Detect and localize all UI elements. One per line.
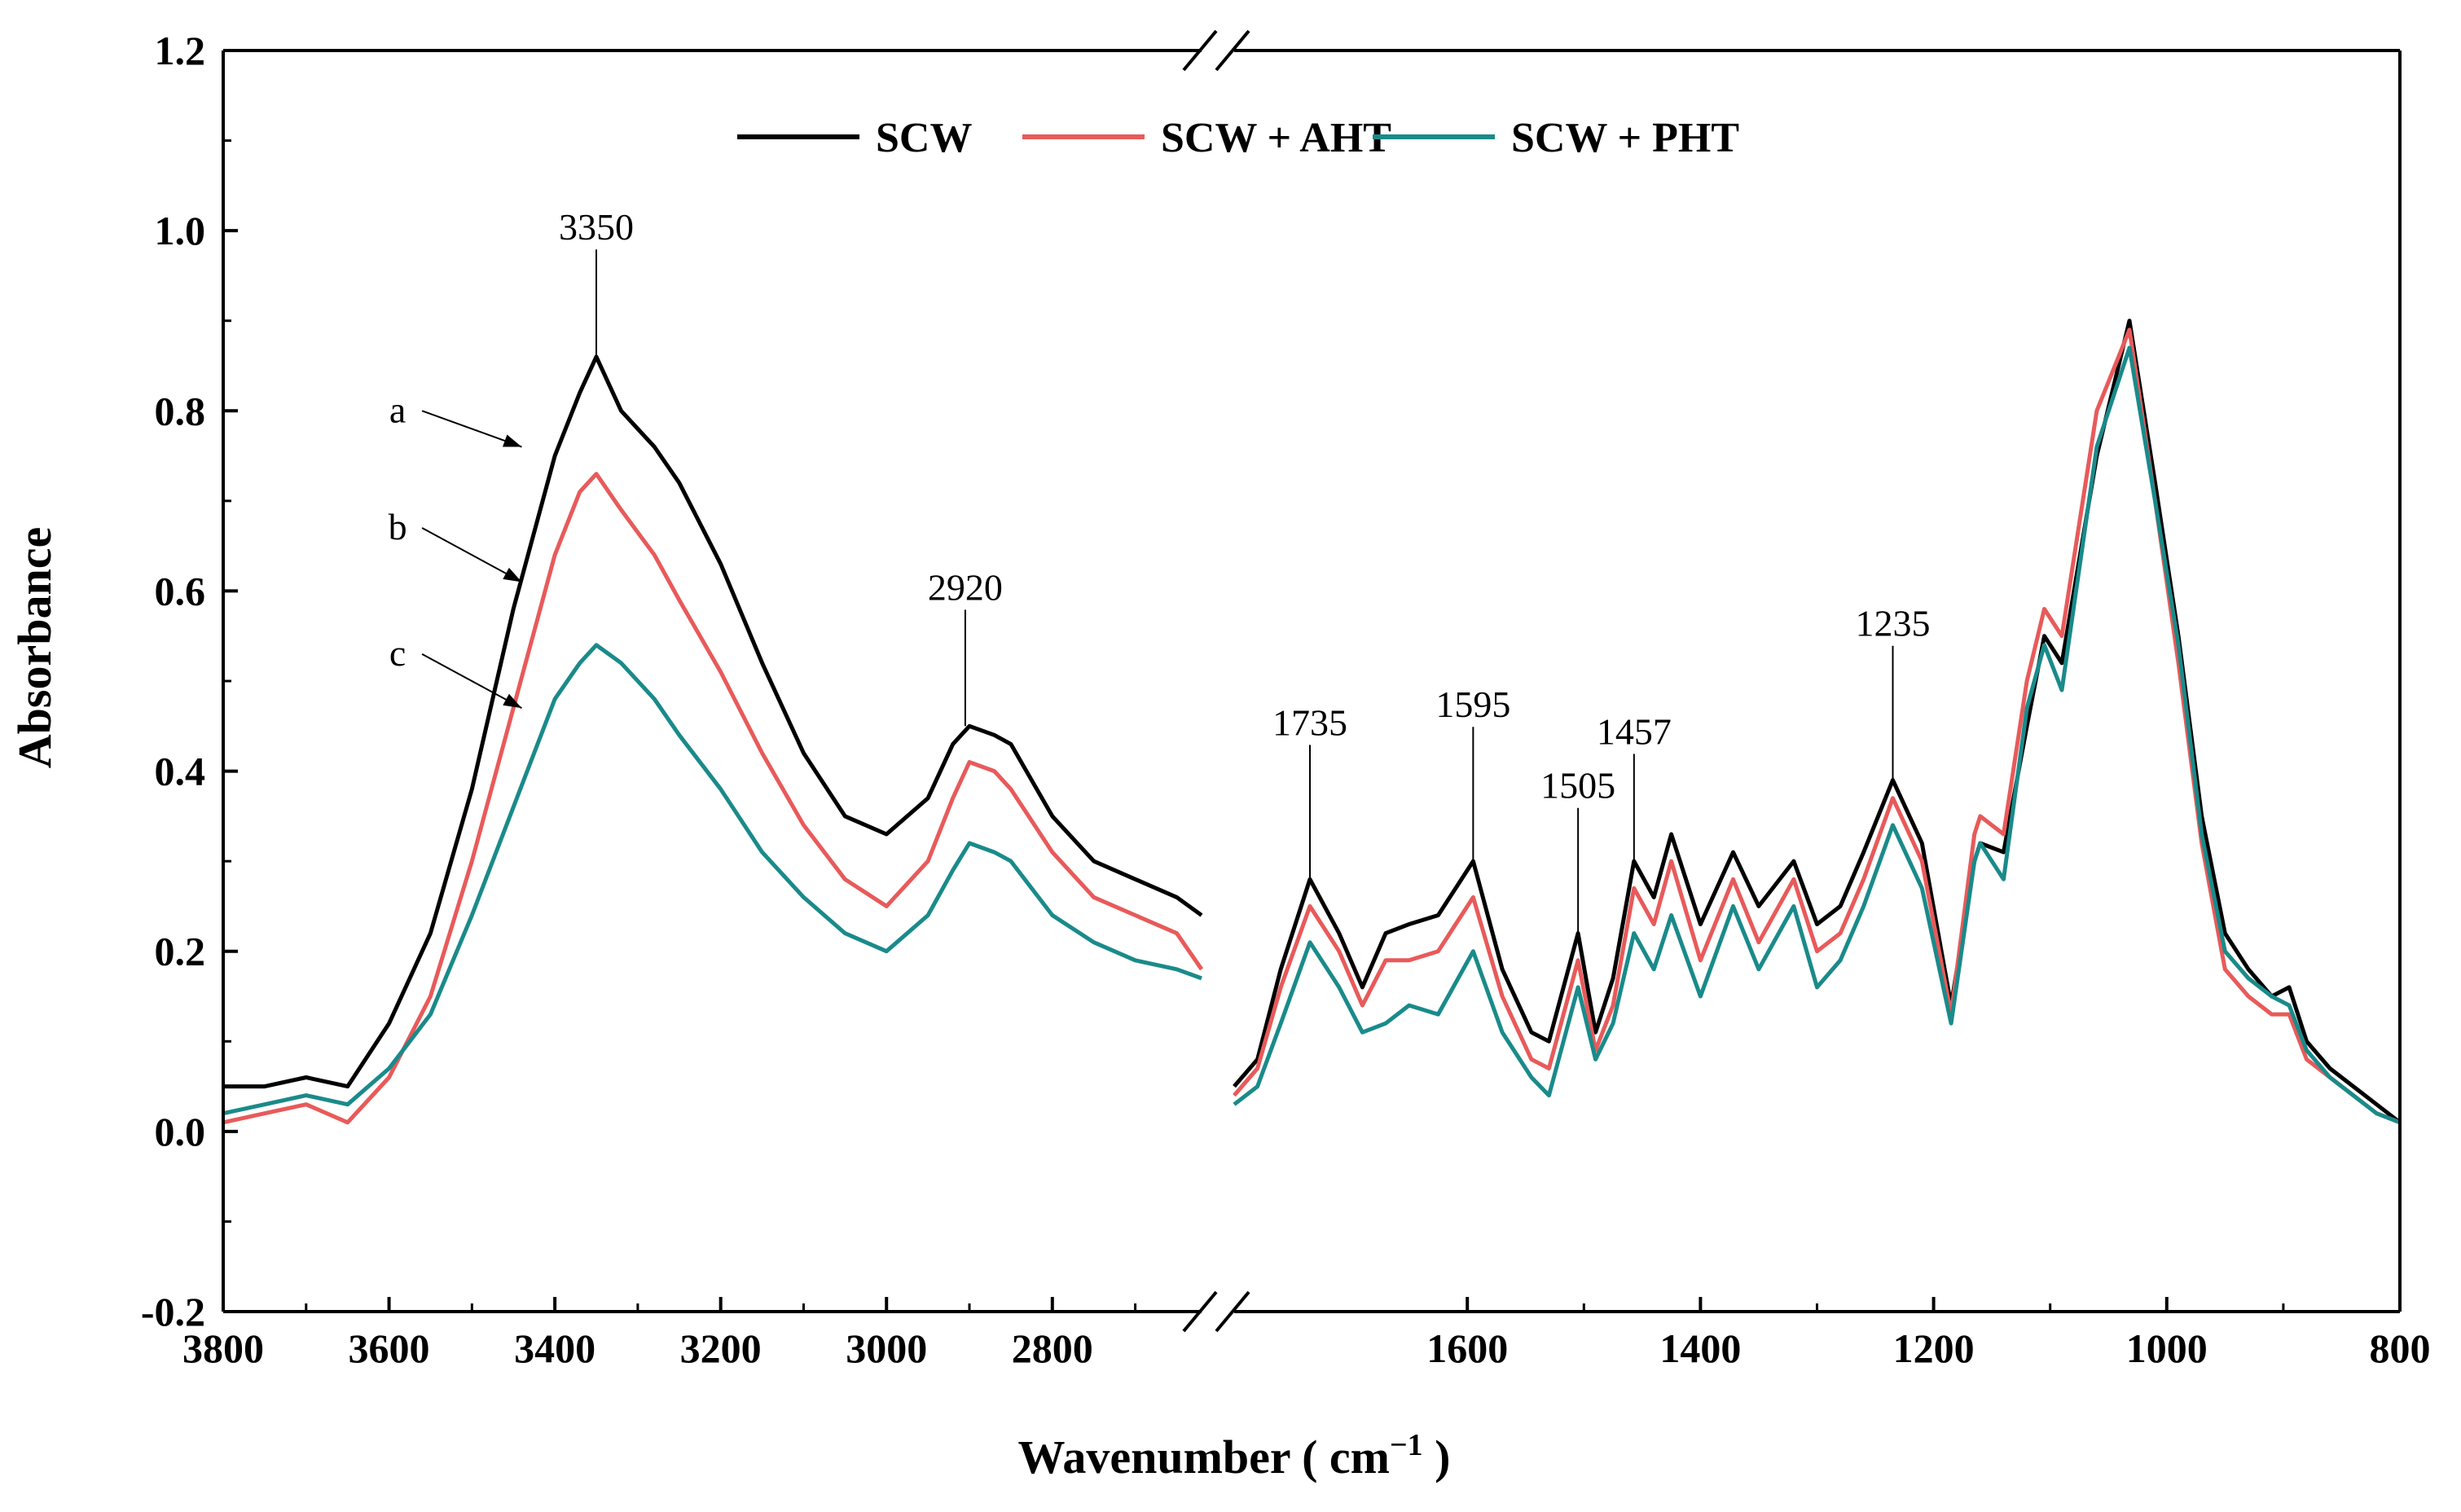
curve-label-arrow — [421, 653, 522, 710]
series-line-scw-part-1 — [1233, 319, 2402, 1124]
y-tick-label: 1.0 — [155, 208, 206, 253]
series-line-scw-aht-part-0 — [222, 472, 1204, 1125]
curve-label-arrowhead — [502, 434, 522, 447]
y-tick-label: 0.4 — [155, 749, 206, 794]
curve-label: c — [389, 632, 406, 674]
peak-label: 2920 — [928, 566, 1003, 608]
chart-axes-group: -0.2 0.0 0.2 0.4 0.6 0.8 1.0 1.2 3800 3600 3400 320… — [141, 28, 2431, 1371]
chart-legend: SCW SCW + AHT SCW + PHT — [737, 115, 1739, 161]
curve-label: b — [389, 506, 407, 547]
y-tick-label: 0.0 — [155, 1109, 206, 1154]
legend-label: SCW — [876, 115, 972, 161]
x-axis-title: Wavenumber ( cm−1 ) — [1018, 1428, 1451, 1483]
peak-label: 1595 — [1435, 683, 1510, 725]
x-axis-title-superscript: −1 — [1390, 1428, 1423, 1462]
y-tick-label: 1.2 — [155, 28, 206, 73]
curve-label-arrow — [421, 527, 522, 583]
x-tick-label: 3600 — [349, 1325, 430, 1371]
peak-label: 1505 — [1540, 765, 1615, 807]
series-line-scw-part-0 — [223, 354, 1203, 1089]
chart-annotations-group: 3350 2920 1735 1595 1505 1457 1235 a b c — [389, 206, 1931, 934]
y-axis-title: Absorbance — [8, 527, 61, 768]
axis-break-mark-top-2 — [1215, 29, 1250, 72]
axis-break-mark-top-1 — [1182, 29, 1218, 72]
legend-label: SCW + PHT — [1511, 115, 1739, 161]
peak-label: 1457 — [1597, 710, 1672, 752]
peak-label: 1735 — [1272, 701, 1347, 743]
x-axis-title-main: Wavenumber ( cm — [1018, 1431, 1390, 1483]
y-tick-label: 0.6 — [155, 568, 206, 613]
x-tick-label: 3000 — [846, 1325, 927, 1371]
series-line-scw-aht-part-1 — [1233, 327, 2401, 1125]
axis-break-mark-bottom-2 — [1215, 1290, 1250, 1333]
x-tick-label: 800 — [2370, 1325, 2431, 1371]
legend-label: SCW + AHT — [1161, 115, 1391, 161]
x-axis-title-end: ) — [1423, 1431, 1451, 1483]
x-tick-label: 3200 — [680, 1325, 762, 1371]
x-tick-label: 1600 — [1426, 1325, 1508, 1371]
axis-break-mark-bottom-1 — [1182, 1290, 1218, 1333]
y-tick-label: 0.2 — [155, 929, 206, 974]
x-tick-label: 1400 — [1659, 1325, 1741, 1371]
y-tick-label: -0.2 — [141, 1289, 205, 1334]
series-line-scw-pht-part-1 — [1233, 345, 2401, 1125]
chart-series-group — [222, 319, 2402, 1125]
y-tick-label: 0.8 — [155, 388, 206, 433]
x-tick-label: 3400 — [514, 1325, 595, 1371]
curve-label-arrowhead — [503, 567, 522, 582]
x-tick-label: 2800 — [1012, 1325, 1093, 1371]
curve-label-arrowhead — [503, 693, 522, 709]
x-tick-label: 1000 — [2126, 1325, 2208, 1371]
series-line-scw-pht-part-0 — [222, 643, 1202, 1116]
peak-label: 3350 — [559, 206, 634, 248]
peak-label: 1235 — [1856, 603, 1931, 644]
x-tick-label: 1200 — [1893, 1325, 1975, 1371]
x-tick-label: 3800 — [182, 1325, 264, 1371]
curve-label: a — [389, 389, 406, 430]
